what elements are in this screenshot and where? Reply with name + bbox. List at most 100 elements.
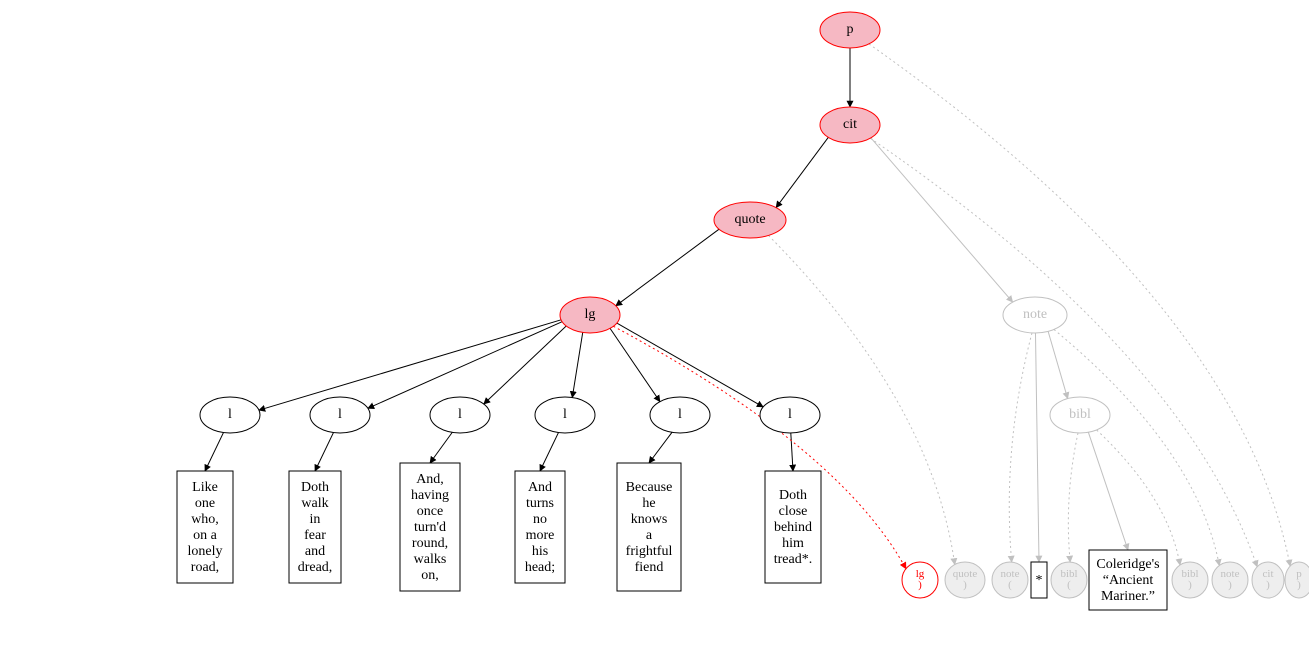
- leaf-text-line: knows: [631, 512, 668, 527]
- leaf-text-line: no: [533, 512, 547, 527]
- leaf-text-line: Mariner.”: [1101, 589, 1155, 604]
- node-l6: l: [760, 397, 820, 433]
- node-label: note: [1023, 307, 1047, 322]
- leaf-t4: Andturnsnomorehishead;: [515, 471, 565, 583]
- leaf-text-line: turn'd: [414, 520, 446, 535]
- node-g_quote: quote): [945, 562, 985, 598]
- leaf-text-line: behind: [774, 520, 812, 535]
- node-label: bibl: [1069, 407, 1091, 422]
- node-label: l: [228, 407, 232, 422]
- leaf-text-line: frightful: [626, 544, 673, 559]
- node-label: (: [1067, 579, 1071, 591]
- edge: [1009, 333, 1032, 562]
- node-label: ): [963, 579, 967, 591]
- leaf-t2: Dothwalkinfearanddread,: [289, 471, 341, 583]
- leaf-text-line: Like: [192, 480, 218, 495]
- edge: [869, 44, 1290, 566]
- node-label: l: [678, 407, 682, 422]
- leaf-text-line: tread*.: [774, 552, 812, 567]
- edge: [870, 138, 1257, 566]
- leaf-text-line: he: [642, 496, 655, 511]
- node-label: quote: [734, 212, 765, 227]
- leaf-text-line: road,: [191, 560, 219, 575]
- node-label: l: [338, 407, 342, 422]
- leaf-t5: Becauseheknowsafrightfulfiend: [617, 463, 681, 591]
- node-label: cit: [843, 117, 857, 132]
- node-l3: l: [430, 397, 490, 433]
- edge: [610, 328, 660, 401]
- edge: [649, 432, 672, 463]
- leaf-text-line: Because: [626, 480, 673, 495]
- node-g_citc: cit): [1252, 562, 1284, 598]
- edge: [572, 332, 582, 397]
- leaf-t1: Likeonewho,on alonelyroad,: [177, 471, 233, 583]
- leaf-text-line: one: [195, 496, 215, 511]
- node-label: ): [1188, 579, 1192, 591]
- leaf-text-line: walk: [301, 496, 328, 511]
- node-label: ): [1297, 579, 1301, 591]
- edge: [205, 433, 223, 471]
- leaf-text-line: And: [528, 480, 552, 495]
- leaf-text-line: his: [532, 544, 548, 559]
- leaf-text-line: Doth: [779, 488, 807, 503]
- node-bibl: bibl: [1050, 397, 1110, 433]
- edges: [205, 44, 1290, 569]
- node-l2: l: [310, 397, 370, 433]
- node-p: p: [820, 12, 880, 48]
- leaf-text-line: on a: [193, 528, 218, 543]
- leaf-text-line: a: [646, 528, 653, 543]
- node-note: note: [1003, 297, 1067, 333]
- leaf-ast: *: [1031, 562, 1047, 598]
- leaf-text-line: once: [417, 504, 443, 519]
- edge: [368, 322, 562, 409]
- node-label: ): [1266, 579, 1270, 591]
- leaf-text-line: dread,: [298, 560, 333, 575]
- leaf-text-line: him: [782, 536, 804, 551]
- edge: [1048, 331, 1068, 398]
- node-label: ): [918, 579, 922, 591]
- node-g_biblo: bibl(: [1051, 562, 1087, 598]
- edge: [315, 433, 333, 471]
- node-lg: lg: [560, 297, 620, 333]
- leaf-text-line: having: [411, 488, 449, 503]
- edge: [871, 138, 1013, 302]
- node-l4: l: [535, 397, 595, 433]
- leaf-text-line: lonely: [188, 544, 223, 559]
- leaf-col: Coleridge's“AncientMariner.”: [1089, 550, 1167, 610]
- edge: [484, 326, 566, 404]
- node-label: l: [563, 407, 567, 422]
- leaf-text-line: And,: [416, 472, 444, 487]
- nodes: pcitquotelgllllllnotebibllg)quote)note(b…: [200, 12, 1309, 598]
- node-l5: l: [650, 397, 710, 433]
- leaf-text-line: and: [305, 544, 325, 559]
- edge: [1088, 432, 1128, 550]
- edge: [776, 137, 828, 207]
- leaf-text-line: in: [310, 512, 321, 527]
- node-quote: quote: [714, 202, 786, 238]
- leaf-text-line: on,: [421, 568, 439, 583]
- edge: [259, 320, 561, 410]
- leaf-text-line: fear: [304, 528, 326, 543]
- leaf-text-line: round,: [412, 536, 448, 551]
- edge: [791, 433, 793, 471]
- edge: [1054, 329, 1219, 565]
- tree-diagram: Likeonewho,on alonelyroad,Dothwalkinfear…: [0, 0, 1309, 653]
- leaf-text-line: walks: [414, 552, 447, 567]
- leaf-text-line: Coleridge's: [1096, 557, 1159, 572]
- edge: [1068, 433, 1078, 562]
- node-g_notec: note): [1212, 562, 1248, 598]
- leaf-text-line: Doth: [301, 480, 329, 495]
- leaf-text-line: who,: [191, 512, 219, 527]
- leaf-text-line: close: [779, 504, 808, 519]
- edge: [1035, 333, 1039, 562]
- node-label: l: [458, 407, 462, 422]
- leaf-text-line: more: [526, 528, 555, 543]
- node-label: l: [788, 407, 792, 422]
- leaf-text-line: *: [1036, 573, 1043, 588]
- leaf-text-line: fiend: [635, 560, 664, 575]
- node-l1: l: [200, 397, 260, 433]
- node-label: p: [847, 22, 854, 37]
- leaf-t6: Dothclosebehindhimtread*.: [765, 471, 821, 583]
- edge: [617, 323, 763, 407]
- node-g_lg: lg): [902, 562, 938, 598]
